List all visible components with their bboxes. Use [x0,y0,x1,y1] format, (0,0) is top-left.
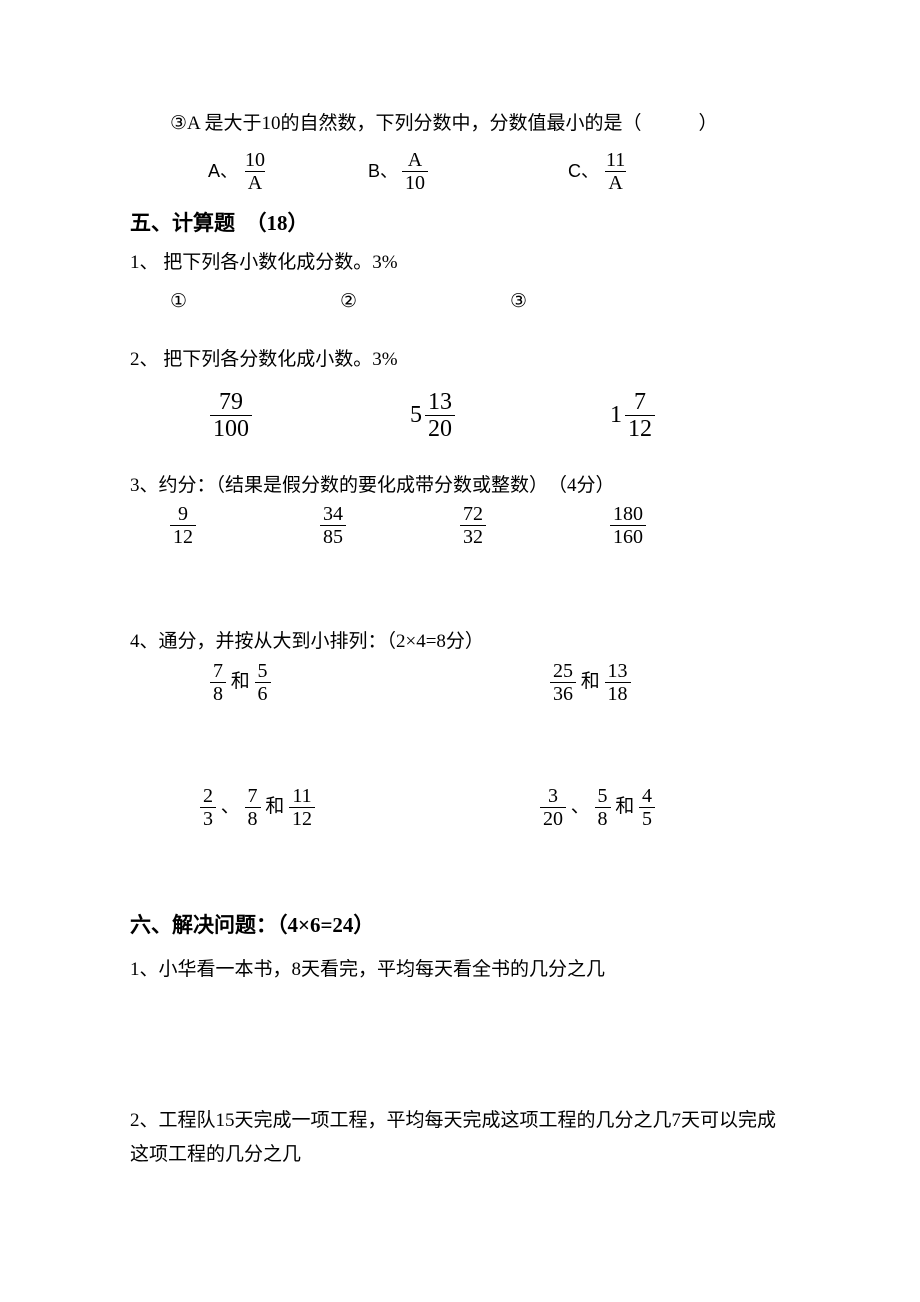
p4-3-a-num: 3 [545,785,561,807]
marker-2: ② [340,291,357,312]
sep-and: 和 [615,796,634,817]
p3-item-2: 72 32 [460,503,486,548]
p4-0-b-den: 6 [255,682,271,705]
p2-2-den: 12 [625,415,655,442]
p4-3-b-den: 8 [595,807,611,830]
q3-c-frac: 11 A [603,149,628,194]
p2-item-0: 79 100 [210,389,252,443]
p4-1-a-den: 36 [550,682,576,705]
p3-item-3: 180 160 [610,503,646,548]
q3-a-label: A、 [208,158,238,185]
p4-0-a-num: 7 [210,660,226,682]
p3-3-num: 180 [610,503,646,525]
p4-2-b-num: 7 [245,785,261,807]
p4-3-b-num: 5 [595,785,611,807]
p4-group-2: 23 、 78 和 1112 [200,785,540,830]
p3-2-den: 32 [460,525,486,548]
p4-1-b-num: 13 [605,660,631,682]
q3-text: ③A 是大于10的自然数，下列分数中，分数值最小的是（ ） [170,113,717,134]
q3-b-num: A [405,149,425,171]
q3-a-den: A [245,171,265,194]
sec5-p4-row1: 78 和 56 2536 和 1318 [130,660,790,705]
sep-and: 和 [265,796,284,817]
p3-3-den: 160 [610,525,646,548]
sep-and: 和 [231,671,250,692]
p4-group-0: 78 和 56 [210,660,550,705]
q3-a-num: 10 [242,149,268,171]
sec5-p2-items: 79 100 5 13 20 1 7 12 [130,389,790,443]
p2-1-den: 20 [425,415,455,442]
q3-a-frac: 10 A [242,149,268,194]
p4-0-a-den: 8 [210,682,226,705]
sec5-p2-text: 2、 把下列各分数化成小数。3% [130,346,790,375]
p3-0-num: 9 [175,503,191,525]
sec5-p1-text: 1、 把下列各小数化成分数。3% [130,249,790,278]
p4-0-b-num: 5 [255,660,271,682]
p3-1-den: 85 [320,525,346,548]
q3-opt-c: C、 11 A [568,149,628,194]
q3-b-den: 10 [402,171,428,194]
p4-1-a-num: 25 [550,660,576,682]
sec5-heading: 五、计算题 （18） [130,208,790,240]
q3-c-label: C、 [568,158,599,185]
marker-3: ③ [510,291,527,312]
p4-3-a-den: 20 [540,807,566,830]
p4-2-a-den: 3 [200,807,216,830]
p4-3-c-den: 5 [639,807,655,830]
sep-comma: 、 [221,796,240,817]
q3-c-den: A [605,171,625,194]
sec5-p4-row2: 23 、 78 和 1112 320 、 58 和 45 [130,785,790,830]
p2-0-den: 100 [210,415,252,442]
sep-and: 和 [581,671,600,692]
sec6-q2: 2、工程队15天完成一项工程，平均每天完成这项工程的几分之几7天可以完成这项工程… [130,1104,790,1172]
q3-b-frac: A 10 [402,149,428,194]
q3-opt-a: A、 10 A [208,149,368,194]
q3-options: A、 10 A B、 A 10 C、 11 A [130,149,790,194]
p4-2-b-den: 8 [245,807,261,830]
p2-item-1: 5 13 20 [410,389,455,443]
p4-2-c-den: 12 [289,807,315,830]
sec6-q1: 1、小华看一本书，8天看完，平均每天看全书的几分之几 [130,956,790,985]
sec5-p3-text: 3、约分：（结果是假分数的要化成带分数或整数） （4分） [130,472,790,501]
p4-3-c-num: 4 [639,785,655,807]
p4-1-b-den: 18 [605,682,631,705]
p4-2-c-num: 11 [289,785,314,807]
q3-opt-b: B、 A 10 [368,149,568,194]
p4-group-3: 320 、 58 和 45 [540,785,655,830]
sec5-p3-items: 9 12 34 85 72 32 180 160 [130,503,790,548]
p3-1-num: 34 [320,503,346,525]
q3-b-label: B、 [368,158,398,185]
p2-1-num: 13 [425,389,455,415]
p2-2-whole: 1 [610,397,623,433]
p4-group-1: 2536 和 1318 [550,660,631,705]
p3-item-0: 9 12 [170,503,196,548]
q3-c-num: 11 [603,149,628,171]
q3-stem: ③A 是大于10的自然数，下列分数中，分数值最小的是（ ） [130,110,790,139]
p3-item-1: 34 85 [320,503,346,548]
sep-comma: 、 [571,796,590,817]
p4-2-a-num: 2 [200,785,216,807]
p3-0-den: 12 [170,525,196,548]
sec6-heading: 六、解决问题：（4×6=24） [130,910,790,942]
marker-1: ① [170,291,187,312]
sec5-p4-text: 4、通分，并按从大到小排列：（2×4=8分） [130,628,790,657]
p2-item-2: 1 7 12 [610,389,655,443]
p2-2-num: 7 [631,389,649,415]
p3-2-num: 72 [460,503,486,525]
sec5-p1-markers: ① ② ③ [130,288,790,317]
p2-0-num: 79 [216,389,246,415]
p2-1-whole: 5 [410,397,423,433]
